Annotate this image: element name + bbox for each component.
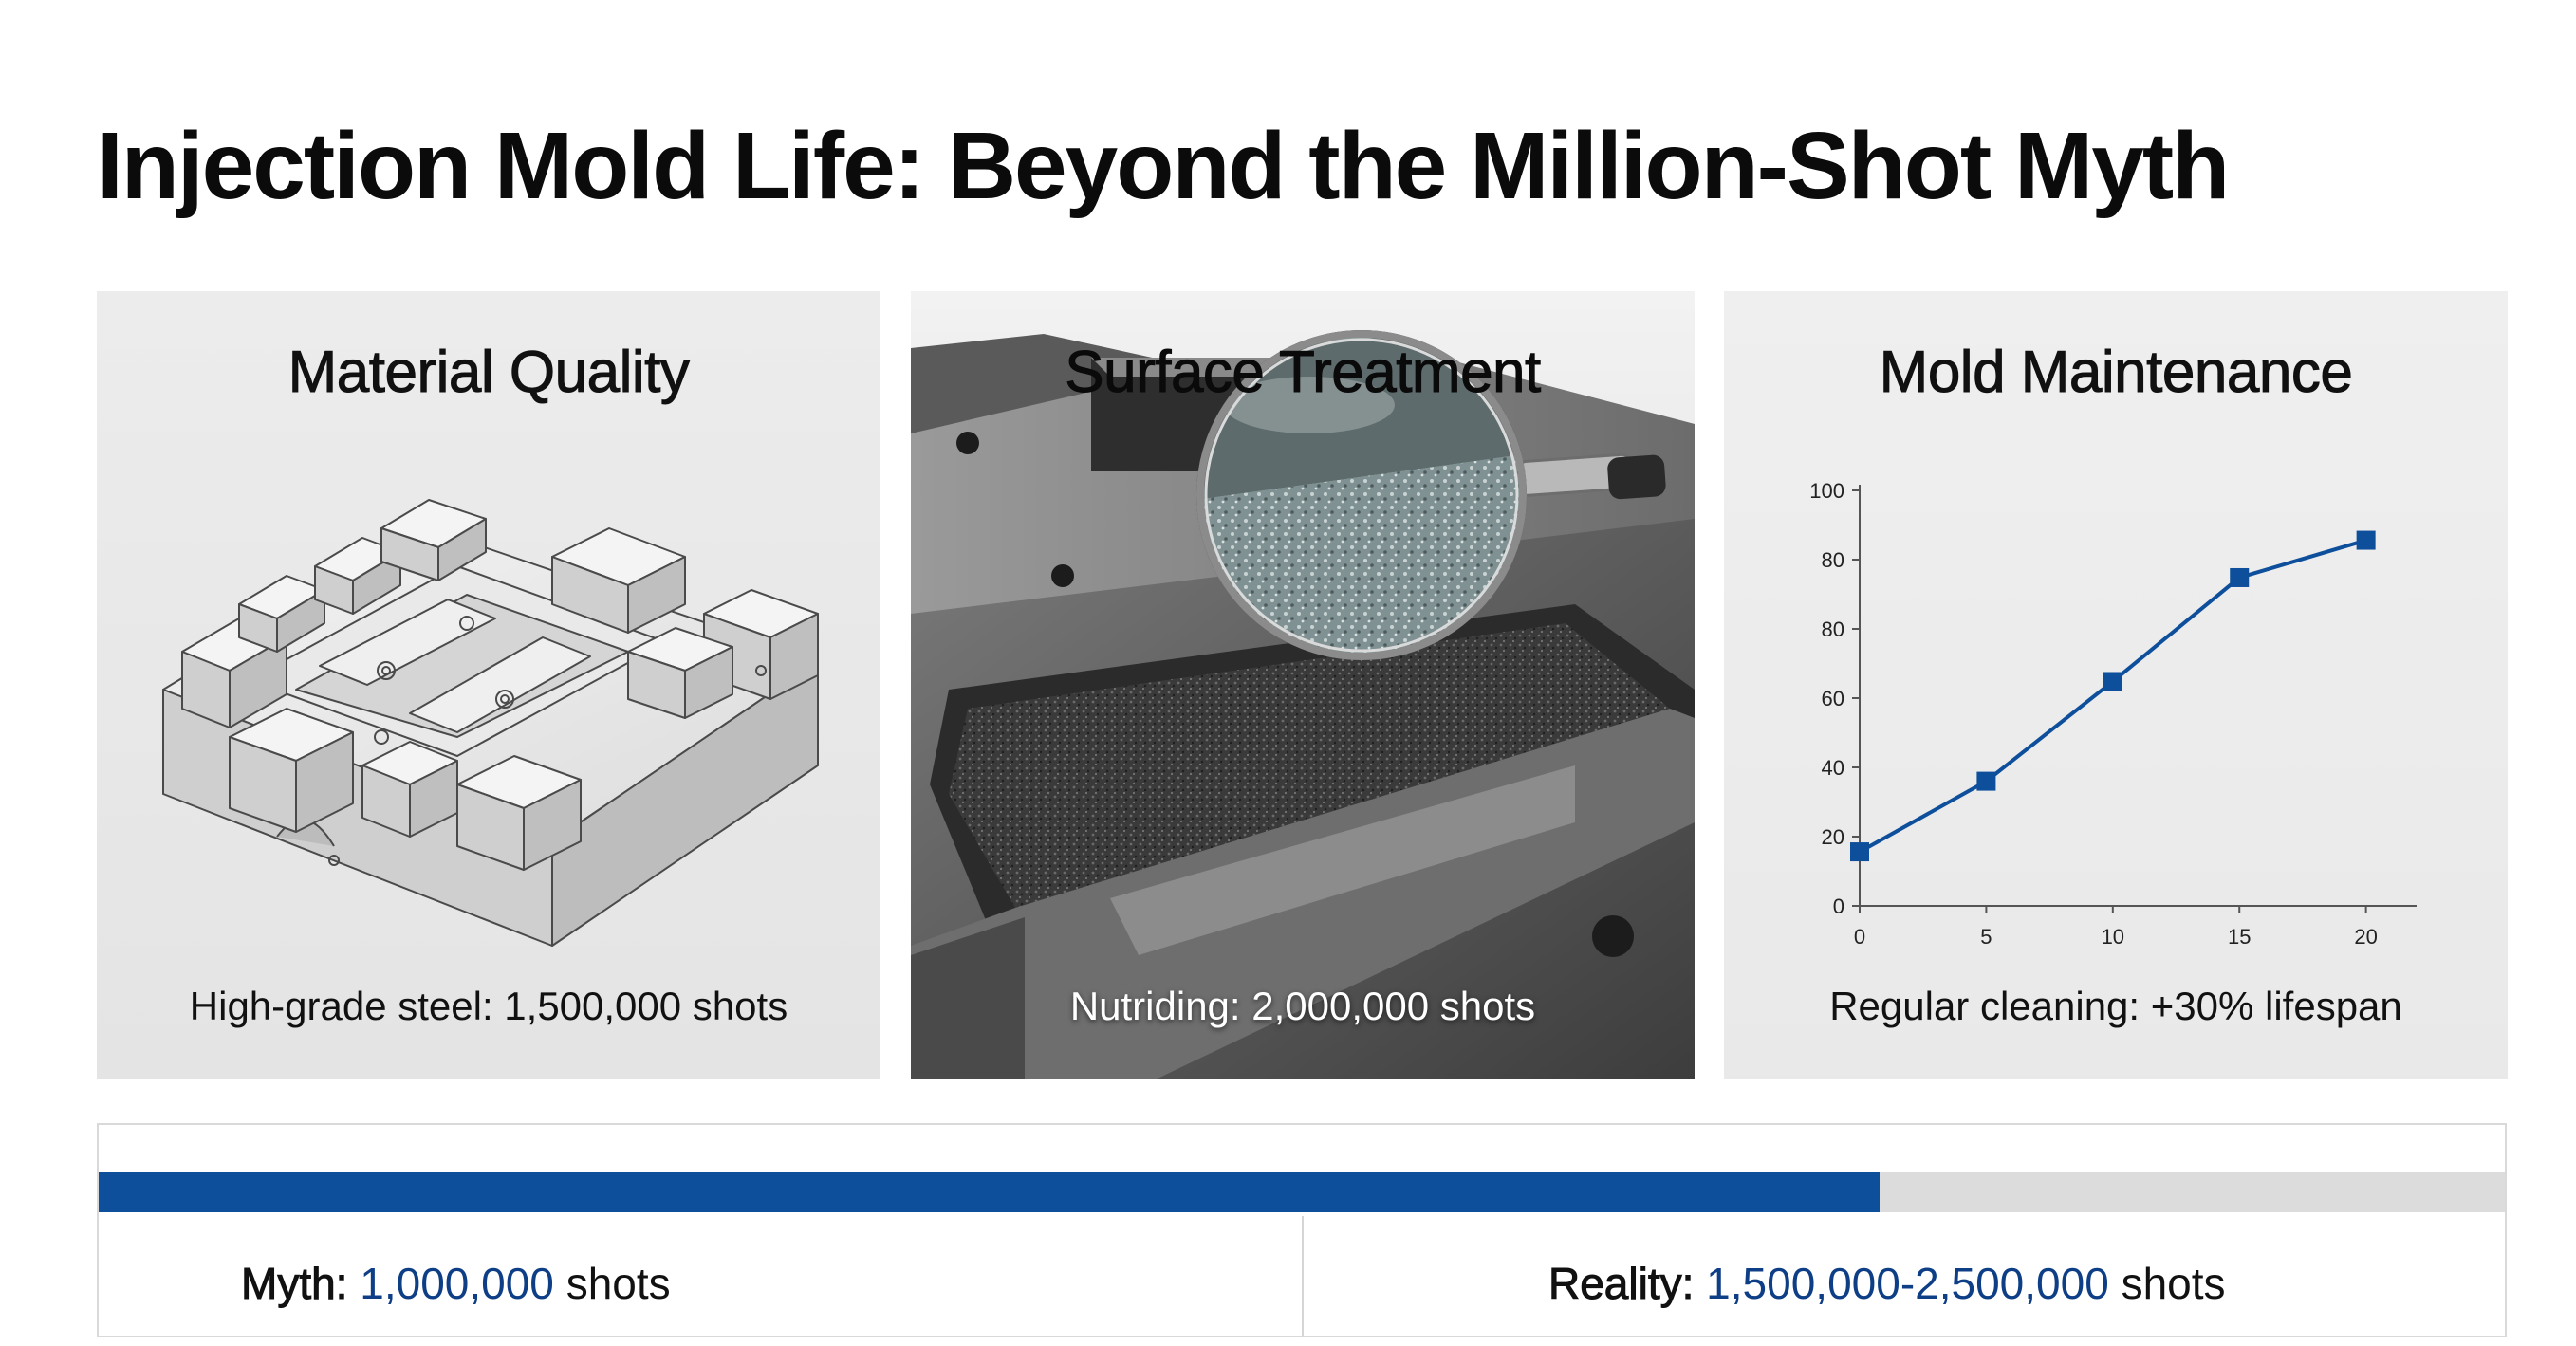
y-tick-label: 80	[1822, 548, 1844, 572]
myth-vs-reality-comparison: Myth: 1,000,000 shots Reality: 1,500,000…	[97, 1123, 2507, 1337]
panel-title: Surface Treatment	[1065, 340, 1542, 406]
x-tick-label: 15	[2228, 925, 2251, 949]
page-title: Injection Mold Life: Beyond the Million-…	[97, 113, 2230, 219]
panel-caption: High-grade steel: 1,500,000 shots	[189, 984, 788, 1028]
magnifier-photo-illustration	[911, 291, 1695, 1079]
reality-stat: Reality: 1,500,000-2,500,000 shots	[1547, 1258, 2226, 1309]
myth-label: Myth:	[240, 1259, 348, 1309]
panel-caption: Regular cleaning: +30% lifespan	[1829, 984, 2402, 1028]
maintenance-line-chart: 0 20 40 60 80 80 100 0 5 10 15 20	[1809, 479, 2417, 949]
x-tick-label: 5	[1980, 925, 1992, 949]
panel-surface-treatment: Surface Treatment Nutriding: 2,000,000 s…	[911, 291, 1695, 1079]
x-tick-label: 20	[2354, 925, 2377, 949]
data-point	[2103, 672, 2122, 691]
y-tick-label: 40	[1822, 756, 1844, 780]
myth-value: 1,000,000	[360, 1259, 554, 1308]
x-tick-label: 10	[2102, 925, 2124, 949]
reality-value: 1,500,000-2,500,000	[1706, 1259, 2109, 1308]
y-tick-label: 80	[1822, 618, 1844, 641]
panel-mold-maintenance: Mold Maintenance 0 20 40 60 80 80 100 0 5 10 15 20 …	[1724, 291, 2508, 1079]
mold-base-illustration	[162, 499, 819, 947]
y-tick-label: 20	[1822, 825, 1844, 849]
series-line	[1859, 538, 2367, 854]
panel-title: Mold Maintenance	[1879, 340, 2353, 406]
panel-material-quality: Material Quality High-grade steel: 1,500…	[97, 291, 880, 1079]
reality-label: Reality:	[1547, 1259, 1695, 1309]
panel-caption: Nutriding: 2,000,000 shots	[1069, 984, 1536, 1028]
x-tick-label: 0	[1854, 925, 1865, 949]
data-point	[2230, 567, 2250, 587]
myth-unit: shots	[565, 1259, 671, 1308]
data-point	[1850, 842, 1869, 862]
panel-title: Material Quality	[287, 340, 690, 406]
progress-fill	[99, 1172, 1880, 1212]
data-point	[1976, 771, 1996, 791]
myth-stat: Myth: 1,000,000 shots	[240, 1258, 671, 1309]
reality-unit: shots	[2121, 1259, 2226, 1308]
y-tick-label: 100	[1809, 479, 1844, 503]
y-tick-label: 60	[1822, 687, 1844, 710]
divider	[1302, 1216, 1304, 1337]
data-point	[2356, 530, 2376, 550]
progress-track	[99, 1172, 2505, 1212]
y-tick-label: 0	[1833, 894, 1844, 918]
